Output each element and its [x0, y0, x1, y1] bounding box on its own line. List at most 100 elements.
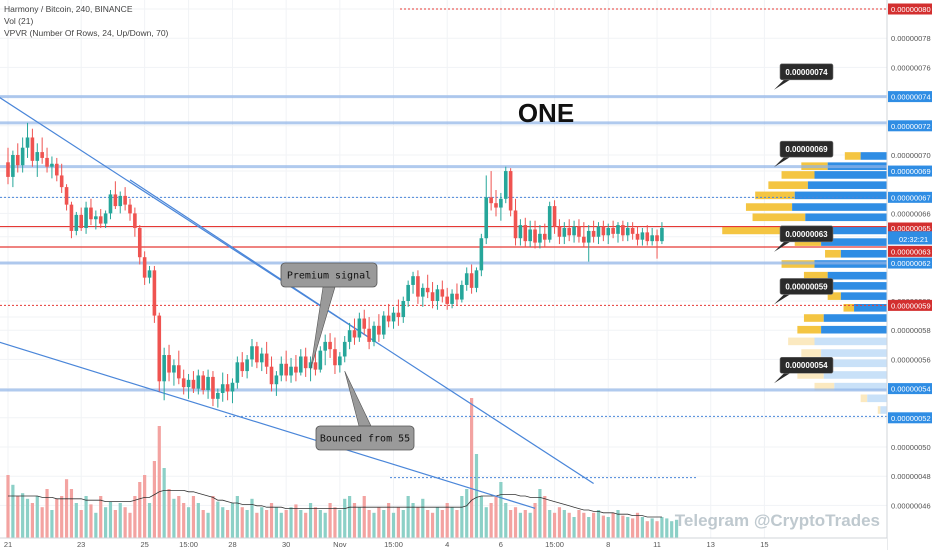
price-tag[interactable]: 0.00000054: [888, 383, 932, 395]
volume-bar: [557, 507, 562, 538]
volume-bar: [162, 468, 166, 538]
candle: [245, 355, 249, 379]
annotations[interactable]: Premium signal Bounced from 55: [280, 262, 415, 451]
trendline[interactable]: [0, 341, 536, 509]
candle: [40, 137, 44, 164]
candle: [45, 147, 49, 173]
price-tag[interactable]: 0.00000072: [888, 120, 932, 132]
price-tag[interactable]: 0.00000052: [888, 412, 932, 424]
candle-body: [572, 226, 576, 236]
volume-bar: [479, 496, 483, 538]
volume-bar: [308, 503, 313, 538]
candle-body: [621, 225, 625, 236]
trendlines[interactable]: [0, 97, 594, 509]
level-label[interactable]: 0.00000054: [774, 356, 834, 384]
price-tag[interactable]: 0.00000080: [888, 3, 932, 15]
level-label[interactable]: 0.00000063: [774, 225, 834, 252]
level-label[interactable]: 0.00000059: [774, 278, 834, 305]
level-label-text: 0.00000069: [785, 145, 828, 154]
volume-bar: [279, 512, 283, 538]
volume-legend[interactable]: Vol (21): [4, 16, 34, 26]
vpvr-up-bar: [860, 152, 887, 160]
candle-body: [55, 163, 59, 176]
candle-body: [338, 356, 342, 366]
candle: [582, 222, 586, 247]
volume-bar: [21, 493, 25, 538]
volume-bar: [645, 521, 649, 538]
level-label[interactable]: 0.00000069: [774, 140, 834, 168]
volume-bar: [113, 510, 117, 538]
candle: [181, 369, 186, 395]
level-labels[interactable]: 0.00000074 0.00000069 0.00000063 0.00000059…: [774, 63, 834, 384]
volume-bar: [328, 503, 332, 538]
candle-body: [489, 197, 493, 204]
time-axis[interactable]: 21 23 25 15:00 28 30 Nov 15:00 4 6 15:00 8 11 13 15: [0, 537, 887, 550]
candle: [255, 341, 259, 369]
candle-body: [630, 228, 635, 234]
candle-body: [528, 229, 532, 242]
candle: [416, 270, 420, 304]
volume-bar: [592, 512, 596, 538]
volume-bar: [396, 507, 400, 538]
volume-bar: [421, 498, 425, 538]
candle: [435, 284, 440, 310]
candle: [572, 220, 576, 243]
candle-body: [40, 152, 44, 158]
candle-body: [45, 157, 49, 167]
countdown-tag[interactable]: 02:32:21: [888, 233, 932, 245]
time-tick-label: 25: [140, 540, 148, 549]
candle-body: [381, 315, 386, 335]
candle-body: [181, 378, 186, 388]
candle-body: [59, 175, 64, 188]
volume-bar: [11, 484, 15, 538]
price-tag[interactable]: 0.00000063: [888, 245, 932, 257]
candle: [172, 359, 176, 386]
vpvr-down-bar: [877, 406, 881, 414]
candle-body: [64, 187, 69, 205]
price-tag[interactable]: 0.00000065: [888, 222, 932, 234]
vpvr-up-bar: [818, 359, 887, 368]
price-tick-label: 0.00000056: [891, 355, 931, 364]
volume-bar: [318, 510, 322, 538]
price-tag[interactable]: 0.00000067: [888, 191, 932, 203]
candle: [259, 347, 264, 372]
trendline[interactable]: [0, 97, 594, 485]
candle: [196, 369, 201, 395]
price-tag[interactable]: 0.00000069: [888, 165, 932, 177]
candle-body: [79, 214, 83, 228]
candle: [601, 220, 606, 242]
volume-bar: [299, 510, 303, 538]
volume-bar: [99, 496, 103, 538]
volume-bar: [430, 512, 435, 538]
candle: [50, 156, 54, 179]
volume-bar: [572, 517, 576, 538]
volume-bar: [118, 503, 122, 538]
time-tick-label: 11: [653, 540, 661, 549]
volume-bar: [343, 498, 347, 538]
time-tick-label: 6: [499, 540, 503, 549]
price-tag-text: 0.00000062: [891, 259, 931, 268]
vpvr-legend[interactable]: VPVR (Number Of Rows, 24, Up/Down, 70): [4, 28, 169, 38]
candle: [162, 347, 166, 401]
price-tag[interactable]: 0.00000062: [888, 257, 932, 269]
vpvr-up-bar: [814, 282, 887, 290]
candle: [421, 283, 425, 307]
trendline[interactable]: [129, 179, 370, 339]
price-tag[interactable]: 0.00000074: [888, 91, 932, 103]
candle-body: [367, 328, 371, 342]
price-tick-label: 0.00000078: [891, 34, 931, 43]
candle: [479, 233, 484, 277]
time-tick-label: 13: [707, 540, 715, 549]
price-axis[interactable]: 0.00000078 0.00000076 0.00000070 0.00000066…: [886, 0, 932, 550]
candle: [523, 217, 528, 247]
horizontal-levels[interactable]: [0, 8, 887, 479]
symbol-legend[interactable]: Harmony / Bitcoin, 240, BINANCE: [4, 4, 133, 14]
premium-signal-callout[interactable]: Premium signal: [280, 262, 378, 370]
candle: [264, 341, 269, 374]
price-tag[interactable]: 0.00000059: [888, 299, 932, 311]
candle: [377, 314, 381, 342]
candle-body: [172, 365, 176, 373]
level-label[interactable]: 0.00000074: [774, 63, 834, 90]
bounced-callout[interactable]: Bounced from 55: [315, 370, 415, 451]
